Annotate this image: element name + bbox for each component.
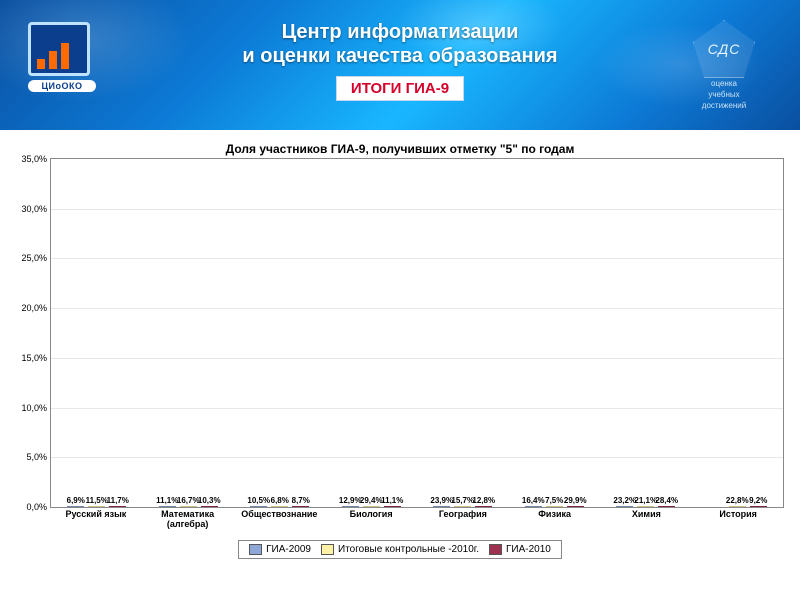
bar-value-label: 9,2% bbox=[749, 496, 767, 505]
bar-value-label: 23,2% bbox=[613, 496, 636, 505]
legend-label: Итоговые контрольные -2010г. bbox=[338, 544, 479, 555]
bar-value-label: 23,9% bbox=[430, 496, 453, 505]
bar-value-label: 29,4% bbox=[360, 496, 383, 505]
legend-item: Итоговые контрольные -2010г. bbox=[321, 544, 479, 555]
chart-title: Доля участников ГИА-9, получивших отметк… bbox=[10, 142, 790, 156]
legend-item: ГИА-2009 bbox=[249, 544, 311, 555]
x-tick-label: Физика bbox=[509, 508, 601, 536]
bar-value-label: 15,7% bbox=[451, 496, 474, 505]
bar-value-label: 12,8% bbox=[472, 496, 495, 505]
logo-right-acronym: СДС bbox=[708, 41, 741, 57]
legend-item: ГИА-2010 bbox=[489, 544, 551, 555]
chart-legend: ГИА-2009 Итоговые контрольные -2010г. ГИА-… bbox=[238, 540, 562, 559]
x-tick-label: Русский язык bbox=[50, 508, 142, 536]
bar-value-label: 10,3% bbox=[198, 496, 221, 505]
bar-value-label: 10,5% bbox=[247, 496, 270, 505]
bar: 12,8% bbox=[475, 506, 492, 507]
bar: 28,4% bbox=[658, 506, 675, 507]
legend-swatch bbox=[489, 544, 502, 555]
y-tick-label: 30,0% bbox=[21, 204, 47, 214]
bar-group: 6,9% 11,5% 11,7% bbox=[51, 506, 143, 507]
bar-value-label: 8,7% bbox=[292, 496, 310, 505]
bar-group: 23,9% 15,7% 12,8% bbox=[417, 506, 509, 507]
header-subtitle-badge: ИТОГИ ГИА-9 bbox=[336, 76, 464, 101]
x-tick-label: Биология bbox=[325, 508, 417, 536]
y-tick-label: 5,0% bbox=[26, 452, 47, 462]
y-tick-label: 35,0% bbox=[21, 154, 47, 164]
bar: 11,1% bbox=[159, 506, 176, 507]
x-tick-label: География bbox=[417, 508, 509, 536]
x-tick-label: Математика(алгебра) bbox=[142, 508, 234, 536]
logo-right-line1: оценка bbox=[676, 80, 772, 89]
bar: 22,8% bbox=[729, 506, 746, 507]
bar-value-label: 11,1% bbox=[381, 496, 403, 505]
chart-container: Доля участников ГИА-9, получивших отметк… bbox=[0, 130, 800, 600]
y-tick-label: 25,0% bbox=[21, 253, 47, 263]
logo-right: СДС оценка учебных достижений bbox=[676, 20, 772, 110]
header-banner: ЦИоОКО Центр информатизации и оценки кач… bbox=[0, 0, 800, 130]
bar: 23,9% bbox=[433, 506, 450, 507]
legend-swatch bbox=[249, 544, 262, 555]
bar-value-label: 6,8% bbox=[271, 496, 289, 505]
bar: 6,9% bbox=[67, 506, 84, 507]
bar: 12,9% bbox=[342, 506, 359, 507]
bar: 6,8% bbox=[271, 506, 288, 507]
bar: 8,7% bbox=[292, 506, 309, 507]
bar: 29,4% bbox=[363, 506, 380, 507]
bar-group: 22,8% 9,2% bbox=[692, 506, 784, 507]
y-tick-label: 0,0% bbox=[26, 502, 47, 512]
x-tick-label: История bbox=[692, 508, 784, 536]
bar: 11,5% bbox=[88, 506, 105, 507]
bar: 10,3% bbox=[201, 506, 218, 507]
bar-value-label: 7,5% bbox=[545, 496, 563, 505]
legend-label: ГИА-2009 bbox=[266, 544, 311, 555]
bar-group: 10,5% 6,8% 8,7% bbox=[234, 506, 326, 507]
bar-value-label: 16,7% bbox=[177, 496, 200, 505]
bar-value-label: 22,8% bbox=[726, 496, 749, 505]
bar: 16,7% bbox=[180, 506, 197, 507]
bar: 11,7% bbox=[109, 506, 126, 507]
bar-value-label: 29,9% bbox=[564, 496, 587, 505]
y-tick-label: 15,0% bbox=[21, 353, 47, 363]
logo-right-line2: учебных bbox=[676, 91, 772, 100]
x-tick-label: Обществознание bbox=[234, 508, 326, 536]
bar-value-label: 11,7% bbox=[107, 496, 129, 505]
bar-value-label: 11,5% bbox=[86, 496, 108, 505]
bar-group: 16,4% 7,5% 29,9% bbox=[509, 506, 601, 507]
y-tick-label: 10,0% bbox=[21, 403, 47, 413]
logo-right-line3: достижений bbox=[676, 102, 772, 111]
bar-value-label: 12,9% bbox=[339, 496, 362, 505]
bar-group: 11,1% 16,7% 10,3% bbox=[143, 506, 235, 507]
bar: 23,2% bbox=[616, 506, 633, 507]
bar-value-label: 11,1% bbox=[156, 496, 178, 505]
bar-value-label: 16,4% bbox=[522, 496, 545, 505]
bar: 10,5% bbox=[250, 506, 267, 507]
bar: 9,2% bbox=[750, 506, 767, 507]
legend-swatch bbox=[321, 544, 334, 555]
x-tick-label: Химия bbox=[601, 508, 693, 536]
legend-label: ГИА-2010 bbox=[506, 544, 551, 555]
bar-group: 23,2% 21,1% 28,4% bbox=[600, 506, 692, 507]
bar-value-label: 28,4% bbox=[655, 496, 678, 505]
bar-group: 12,9% 29,4% 11,1% bbox=[326, 506, 418, 507]
chart-plot-area: 6,9% 11,5% 11,7% 11,1% 16,7% 10,3% 10,5% 6,8% 8,… bbox=[50, 158, 784, 508]
bar-value-label: 21,1% bbox=[634, 496, 657, 505]
bar: 21,1% bbox=[637, 506, 654, 507]
bar: 7,5% bbox=[546, 506, 563, 507]
bar: 29,9% bbox=[567, 506, 584, 507]
bar: 16,4% bbox=[525, 506, 542, 507]
bar-value-label: 6,9% bbox=[67, 496, 85, 505]
chart-x-axis: Русский языкМатематика(алгебра)Обществоз… bbox=[50, 508, 784, 536]
bar: 11,1% bbox=[384, 506, 401, 507]
y-tick-label: 20,0% bbox=[21, 303, 47, 313]
bar: 15,7% bbox=[454, 506, 471, 507]
